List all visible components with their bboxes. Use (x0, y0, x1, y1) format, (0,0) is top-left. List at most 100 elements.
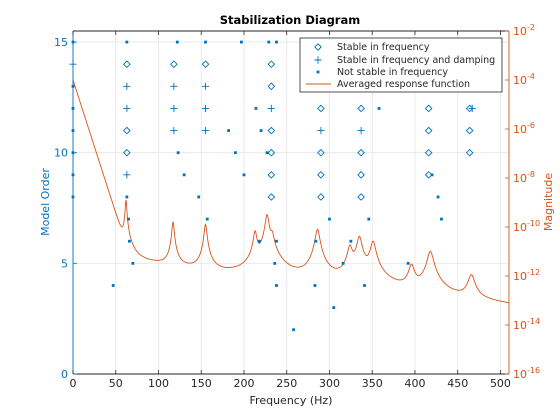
legend-symbol-dot (316, 70, 320, 74)
right-tick-label: 10-14 (513, 317, 540, 332)
point-dot (175, 40, 179, 44)
point-dot (367, 217, 371, 221)
point-dot (227, 129, 230, 132)
point-diamond (267, 171, 276, 179)
point-dot (267, 40, 271, 44)
point-dot (197, 195, 201, 199)
point-diamond (317, 104, 325, 113)
left-y-axis-label: Model Order (39, 168, 52, 236)
point-diamond (357, 104, 365, 113)
right-tick-label: 10-12 (513, 268, 540, 283)
right-tick-label: 10-2 (513, 23, 535, 38)
point-diamond (201, 60, 210, 69)
point-plus (170, 82, 178, 90)
point-plus (468, 104, 476, 113)
point-diamond (317, 193, 325, 201)
x-tick-label: 500 (490, 377, 511, 390)
point-plus (123, 82, 131, 90)
legend-box (299, 37, 503, 93)
point-dot (127, 217, 130, 221)
point-dot (275, 239, 278, 243)
legend-label-stable-frequency: Stable in frequency (337, 42, 430, 53)
right-y-axis-label: Magnitude (542, 173, 555, 232)
point-dot (176, 151, 180, 155)
left-tick-label: 0 (61, 368, 68, 381)
point-diamond (424, 104, 433, 113)
point-plus (317, 126, 325, 135)
point-dot (128, 239, 131, 243)
point-dot (131, 261, 135, 265)
left-tick-label: 10 (54, 147, 68, 160)
point-dot (332, 306, 336, 310)
legend-label-stable-frequency-damping: Stable in frequency and damping (337, 55, 495, 66)
right-tick-label: 10-8 (513, 170, 535, 185)
point-plus (201, 126, 210, 135)
x-tick-label: 100 (148, 377, 169, 390)
point-dot (275, 284, 278, 287)
legend-symbol-plus (314, 56, 322, 64)
point-dot (242, 173, 246, 177)
right-tick-label: 10-4 (513, 72, 535, 87)
point-dot (273, 261, 277, 265)
point-dot (349, 239, 353, 243)
point-plus (123, 171, 131, 179)
point-diamond (424, 148, 433, 157)
point-diamond (267, 148, 276, 157)
curve-layer (72, 79, 510, 304)
point-dot (125, 40, 129, 44)
right-tick-label: 10-6 (513, 121, 535, 136)
point-dot (363, 284, 366, 287)
point-plus (123, 104, 131, 113)
point-dot (313, 284, 317, 287)
x-axis-label: Frequency (Hz) (250, 394, 333, 407)
ticks: 0 50 100 150 200 250 300 350 400 450 500 0 5 10 15 10-1… (54, 23, 540, 390)
point-diamond (267, 82, 276, 91)
point-plus (170, 104, 178, 113)
x-tick-label: 300 (319, 377, 340, 390)
point-diamond (267, 60, 276, 69)
point-diamond (267, 126, 276, 135)
point-diamond (123, 126, 131, 135)
point-dot (257, 239, 261, 243)
averaged-response-line (72, 79, 510, 304)
left-tick-label: 15 (54, 36, 68, 49)
point-diamond (123, 60, 131, 69)
point-dot (275, 40, 278, 44)
point-diamond (465, 148, 474, 157)
point-dot (259, 129, 263, 132)
right-tick-label: 10-10 (513, 219, 540, 234)
legend-label-averaged-response: Averaged response function (337, 79, 470, 90)
point-dot (205, 217, 209, 221)
x-tick-label: 350 (362, 377, 383, 390)
legend-symbols (306, 43, 331, 85)
point-dot (436, 195, 440, 199)
point-dot (240, 40, 243, 44)
point-diamond (465, 126, 474, 135)
x-tick-label: 400 (404, 377, 425, 390)
point-plus (170, 126, 178, 135)
point-dot (328, 217, 331, 221)
point-diamond (267, 193, 276, 201)
right-tick-label: 10-16 (513, 366, 540, 381)
point-dot (314, 239, 318, 243)
point-dot (234, 151, 237, 155)
point-dot (125, 195, 129, 199)
point-dot (406, 261, 410, 265)
x-tick-label: 150 (191, 377, 212, 390)
legend-label-not-stable: Not stable in frequency (337, 67, 448, 78)
axes (72, 30, 510, 375)
point-plus (357, 126, 365, 135)
point-dot (430, 173, 434, 177)
point-diamond (357, 193, 365, 201)
x-tick-label: 250 (276, 377, 297, 390)
point-dot (182, 173, 186, 177)
point-dot (254, 107, 258, 110)
left-tick-label: 5 (61, 257, 68, 270)
point-dot (111, 284, 115, 287)
legend: Stable in frequency Stable in frequency … (299, 37, 503, 93)
x-tick-label: 0 (70, 377, 77, 390)
point-dot (440, 217, 443, 221)
x-tick-label: 450 (447, 377, 468, 390)
point-diamond (357, 148, 365, 157)
